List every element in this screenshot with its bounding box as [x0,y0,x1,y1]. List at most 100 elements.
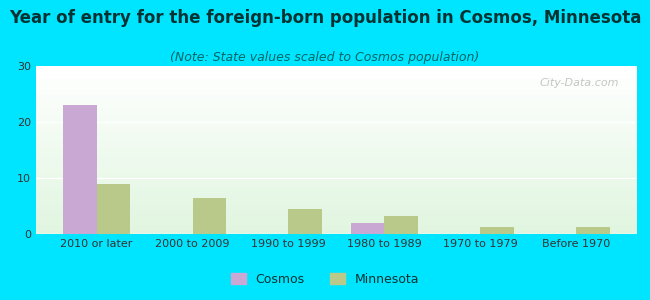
Bar [36,233,637,234]
Bar [36,189,637,190]
Bar [36,226,637,227]
Bar [289,209,322,234]
Bar [36,187,637,188]
Bar [36,150,637,151]
Bar [36,201,637,202]
Bar [36,128,637,129]
Bar [36,117,637,118]
Bar [36,166,637,167]
Bar [36,169,637,170]
Bar [36,108,637,109]
Bar [36,103,637,104]
Bar [351,223,384,234]
Bar [36,203,637,204]
Bar [36,100,637,101]
Bar [36,83,637,84]
Bar [36,180,637,181]
Bar [36,172,637,173]
Bar [36,138,637,139]
Bar [36,125,637,126]
Bar [36,119,637,120]
Bar [36,145,637,146]
Bar [36,120,637,121]
Bar [36,80,637,81]
Bar [36,210,637,211]
Bar [36,185,637,186]
Bar [36,231,637,232]
Bar [36,81,637,82]
Bar [36,202,637,203]
Bar [36,110,637,111]
Bar [36,146,637,147]
Bar [36,152,637,153]
Bar [36,213,637,214]
Bar [36,78,637,79]
Bar [36,175,637,176]
Bar [36,137,637,138]
Bar [36,218,637,219]
Bar [36,102,637,103]
Bar [97,184,130,234]
Bar [36,163,637,164]
Bar [36,216,637,217]
Bar [36,212,637,213]
Bar [36,221,637,222]
Bar [36,68,637,69]
Bar [36,126,637,127]
Bar [384,216,418,234]
Text: Year of entry for the foreign-born population in Cosmos, Minnesota: Year of entry for the foreign-born popul… [9,9,641,27]
Bar [36,79,637,80]
Bar [36,215,637,216]
Bar [36,74,637,75]
Bar [36,153,637,154]
Legend: Cosmos, Minnesota: Cosmos, Minnesota [226,268,424,291]
Bar [36,116,637,117]
Bar [36,195,637,196]
Bar [36,211,637,212]
Bar [36,134,637,135]
Bar [36,179,637,180]
Bar [36,105,637,106]
Bar [36,96,637,97]
Bar [36,77,637,78]
Bar [36,141,637,142]
Bar [36,147,637,148]
Bar [36,154,637,155]
Bar [36,222,637,223]
Bar [36,173,637,174]
Bar [36,132,637,133]
Bar [36,188,637,189]
Text: City-Data.com: City-Data.com [540,78,619,88]
Bar [36,95,637,96]
Bar [36,124,637,125]
Bar [36,89,637,90]
Bar [36,155,637,156]
Bar [36,227,637,228]
Bar [36,127,637,128]
Bar [36,148,637,149]
Bar [36,139,637,140]
Bar [36,73,637,74]
Bar [36,76,637,77]
Bar [36,87,637,88]
Bar [36,118,637,119]
Bar [36,85,637,86]
Bar [36,230,637,231]
Bar [36,70,637,71]
Bar [36,109,637,110]
Bar [36,209,637,210]
Bar [36,170,637,171]
Bar [36,165,637,166]
Bar [36,157,637,158]
Bar [36,171,637,172]
Bar [36,121,637,122]
Bar [36,156,637,157]
Bar [36,206,637,207]
Bar [36,142,637,143]
Bar [576,227,610,234]
Bar [36,184,637,185]
Bar [36,114,637,115]
Bar [36,197,637,198]
Bar [36,223,637,224]
Bar [36,92,637,93]
